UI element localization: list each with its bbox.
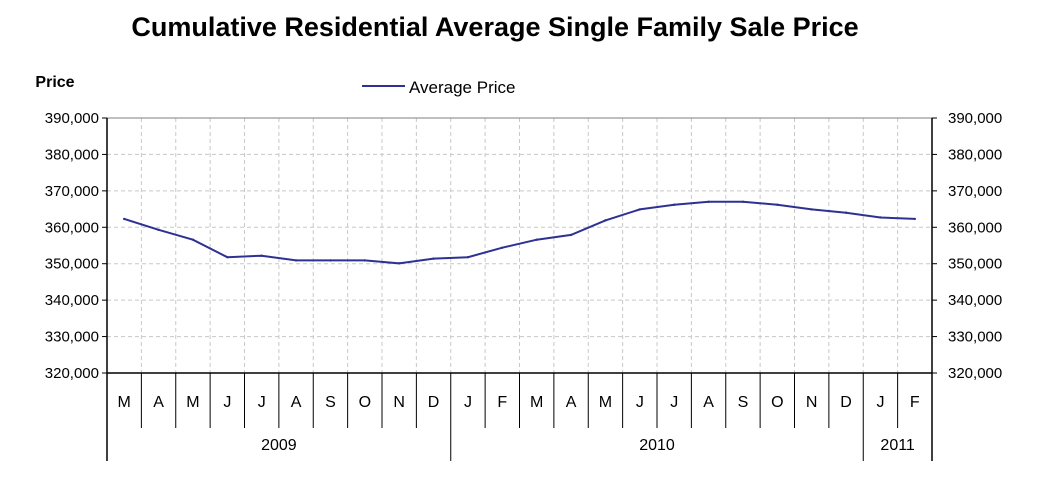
x-tick-label: O: [771, 394, 783, 411]
y-tick-label-left: 350,000: [45, 256, 99, 273]
x-tick-label: J: [876, 394, 884, 411]
y-tick-label-left: 320,000: [45, 365, 99, 382]
series-point: [397, 262, 401, 265]
series-point: [638, 208, 642, 211]
x-tick-label: M: [118, 394, 131, 411]
x-tick-label: A: [703, 394, 714, 411]
x-tick-label: D: [428, 394, 440, 411]
x-tick-label: F: [497, 394, 507, 411]
series-point: [741, 200, 745, 203]
series-point: [329, 259, 332, 262]
y-tick-label-right: 340,000: [948, 292, 1002, 309]
legend-label: Average Price: [409, 78, 515, 97]
x-tick-label: S: [738, 394, 749, 411]
series-point: [535, 238, 538, 241]
x-tick-label: M: [530, 394, 543, 411]
year-label: 2011: [880, 437, 915, 454]
x-tick-label: S: [325, 394, 336, 411]
x-tick-label: O: [359, 394, 371, 411]
y-axis-title: Price: [35, 74, 74, 91]
y-tick-label-right: 390,000: [948, 110, 1002, 127]
year-label: 2010: [639, 437, 675, 454]
series-point: [844, 211, 848, 214]
y-tick-label-right: 360,000: [948, 219, 1002, 236]
x-tick-label: D: [840, 394, 852, 411]
y-tick-label-left: 330,000: [45, 329, 99, 346]
series-point: [776, 203, 779, 206]
x-tick-label: A: [291, 394, 302, 411]
x-tick-label: M: [599, 394, 612, 411]
y-tick-label-left: 340,000: [45, 292, 99, 309]
series-point: [913, 217, 917, 221]
x-tick-label: J: [258, 394, 266, 411]
series-point: [122, 217, 126, 221]
series-point: [569, 233, 573, 237]
x-tick-label: J: [670, 394, 678, 411]
series-point: [363, 259, 367, 262]
series-point: [604, 219, 607, 222]
x-tick-label: A: [153, 394, 164, 411]
series-point: [226, 255, 229, 259]
x-tick-label: N: [393, 394, 405, 411]
series-point: [672, 203, 676, 206]
year-label: 2009: [261, 437, 297, 454]
x-tick-label: F: [910, 394, 920, 411]
series-point: [157, 228, 160, 232]
series-point: [294, 259, 298, 262]
y-tick-label-left: 360,000: [45, 219, 99, 236]
series-point: [432, 257, 435, 260]
series-point: [501, 246, 504, 249]
y-tick-label-right: 330,000: [948, 329, 1002, 346]
y-tick-label-right: 350,000: [948, 256, 1002, 273]
y-tick-label-left: 380,000: [45, 146, 99, 163]
y-tick-label-left: 370,000: [45, 183, 99, 200]
series-point: [707, 200, 710, 203]
x-tick-label: M: [186, 394, 199, 411]
y-tick-label-left: 390,000: [45, 110, 99, 127]
series-point: [260, 254, 263, 257]
y-tick-label-right: 320,000: [948, 365, 1002, 382]
series-point: [879, 216, 882, 219]
series-point: [810, 208, 813, 211]
x-tick-label: J: [464, 394, 472, 411]
x-tick-label: N: [806, 394, 818, 411]
y-tick-label-right: 380,000: [948, 146, 1002, 163]
y-tick-label-right: 370,000: [948, 183, 1002, 200]
x-tick-label: J: [223, 394, 231, 411]
series-point: [191, 238, 195, 241]
x-tick-label: J: [636, 394, 644, 411]
series-line: [123, 200, 915, 265]
series-point: [466, 255, 470, 259]
x-tick-label: A: [566, 394, 577, 411]
chart-title: Cumulative Residential Average Single Fa…: [131, 12, 859, 42]
